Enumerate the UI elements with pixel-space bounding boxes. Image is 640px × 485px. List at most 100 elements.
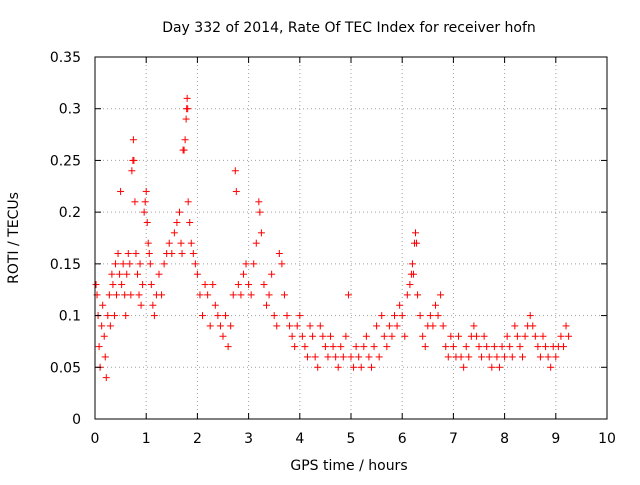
data-point [133,270,141,278]
data-point [108,270,116,278]
data-point [143,218,151,226]
data-point [465,353,473,361]
data-point [490,343,498,351]
data-point [513,332,521,340]
data-point [409,270,417,278]
data-point [293,322,301,330]
data-point [406,281,414,289]
data-point [542,343,550,351]
data-point [401,332,409,340]
data-point [229,291,237,299]
data-point [237,291,245,299]
data-point [209,281,217,289]
data-point [301,343,309,351]
data-point [146,260,154,268]
data-point [252,239,260,247]
data-point [516,343,524,351]
data-point [224,343,232,351]
data-point [562,322,570,330]
x-tick-label: 10 [598,431,616,447]
data-point [296,312,304,320]
data-point [291,343,299,351]
data-point [182,115,190,123]
data-point [419,332,427,340]
y-tick-label: 0.3 [59,102,81,118]
data-point [260,281,268,289]
data-point [288,332,296,340]
data-point [519,353,527,361]
data-point [393,322,401,330]
data-point [142,187,150,195]
data-point [439,322,447,330]
data-point [239,270,247,278]
data-point [184,105,192,113]
x-tick-label: 6 [398,431,407,447]
data-point [380,332,388,340]
data-point [531,332,539,340]
data-point [559,343,567,351]
data-point [150,312,158,320]
data-point [311,353,319,361]
data-point [429,322,437,330]
data-point [362,332,370,340]
data-point [378,312,386,320]
data-point [421,343,429,351]
data-point [231,167,239,175]
data-point [437,291,445,299]
data-point [309,332,317,340]
data-point [367,363,375,371]
data-point [106,322,114,330]
data-point [130,156,138,164]
data-point [102,374,110,382]
y-tick-label: 0.35 [50,50,81,66]
data-point [149,301,157,309]
data-point [121,291,129,299]
data-point [485,353,493,361]
data-point [498,343,506,351]
data-point [314,363,322,371]
data-point [529,322,537,330]
data-point [557,332,565,340]
x-tick-label: 4 [295,431,304,447]
data-point [416,312,424,320]
y-tick-label: 0 [72,412,81,428]
data-point [126,260,134,268]
data-point [506,343,514,351]
data-point [278,260,286,268]
data-point [211,301,219,309]
data-point [139,281,147,289]
data-point [501,353,509,361]
data-point [168,250,176,258]
data-point [412,229,420,237]
data-point [324,353,332,361]
data-point [449,343,457,351]
data-point [118,281,126,289]
data-point [111,260,119,268]
data-point [360,343,368,351]
data-point [186,218,194,226]
y-tick-label: 0.05 [50,360,81,376]
data-point [104,312,112,320]
data-point [145,250,153,258]
data-point [350,363,358,371]
x-tick-label: 1 [142,431,151,447]
data-point [319,332,327,340]
data-point [270,312,278,320]
data-point [488,363,496,371]
data-point [286,322,294,330]
x-tick-label: 7 [449,431,458,447]
data-point [165,239,173,247]
data-point [332,353,340,361]
data-point [131,198,139,206]
data-point [160,260,168,268]
data-point [426,312,434,320]
data-point [303,353,311,361]
data-point [128,167,136,175]
data-point [385,322,393,330]
data-point [214,312,222,320]
data-point [135,291,143,299]
data-point [480,332,488,340]
data-point [334,363,342,371]
data-point [92,281,100,289]
data-point [137,301,145,309]
